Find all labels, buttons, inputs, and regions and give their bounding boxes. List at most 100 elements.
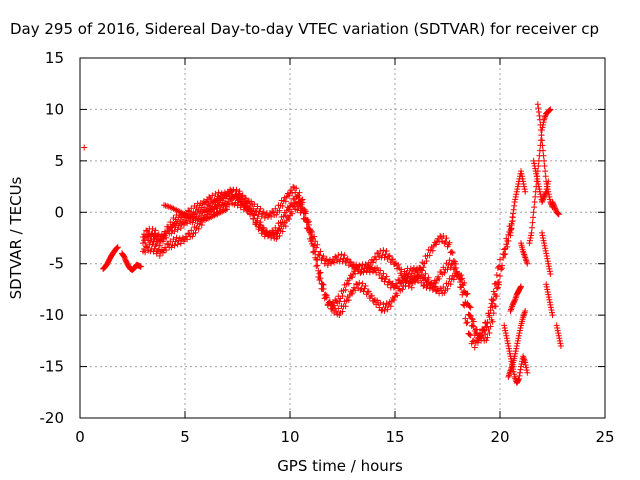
data-point bbox=[282, 223, 289, 230]
data-point bbox=[177, 225, 184, 232]
data-point bbox=[279, 228, 286, 235]
data-point bbox=[548, 307, 555, 313]
data-point bbox=[515, 332, 522, 339]
data-point bbox=[314, 256, 321, 263]
data-point bbox=[466, 312, 473, 319]
data-point bbox=[426, 252, 433, 259]
data-point bbox=[531, 163, 538, 169]
data-point bbox=[494, 284, 501, 291]
data-point bbox=[440, 283, 447, 290]
series-s3 bbox=[119, 250, 144, 273]
data-point bbox=[545, 263, 552, 270]
data-point bbox=[335, 305, 342, 312]
data-point bbox=[490, 310, 497, 317]
data-point bbox=[537, 127, 544, 133]
data-point bbox=[390, 284, 397, 291]
data-point bbox=[535, 105, 542, 112]
data-point bbox=[501, 251, 508, 258]
data-point bbox=[520, 178, 527, 185]
data-point bbox=[546, 268, 553, 275]
data-point bbox=[339, 258, 346, 265]
data-point bbox=[258, 213, 265, 220]
data-point bbox=[121, 254, 128, 261]
data-point bbox=[456, 272, 463, 279]
data-point bbox=[308, 238, 314, 245]
data-point bbox=[299, 199, 306, 206]
data-point bbox=[257, 205, 264, 212]
data-point bbox=[385, 279, 392, 286]
data-point bbox=[343, 257, 350, 264]
data-point bbox=[290, 183, 297, 190]
data-point bbox=[535, 157, 542, 164]
data-point bbox=[233, 188, 240, 195]
data-point bbox=[350, 262, 356, 269]
data-point bbox=[351, 284, 358, 291]
data-point bbox=[534, 178, 541, 185]
data-point bbox=[317, 275, 324, 282]
data-point bbox=[482, 331, 489, 338]
data-point bbox=[513, 191, 520, 198]
data-point bbox=[242, 200, 249, 207]
data-point bbox=[522, 359, 529, 366]
data-point bbox=[149, 241, 156, 248]
data-point bbox=[321, 260, 328, 267]
data-point bbox=[515, 375, 522, 382]
data-point bbox=[192, 229, 199, 236]
data-point bbox=[554, 210, 561, 217]
data-point bbox=[535, 181, 542, 187]
data-point bbox=[441, 289, 448, 296]
data-point bbox=[114, 244, 121, 251]
data-point bbox=[344, 256, 351, 263]
data-point bbox=[462, 315, 469, 322]
data-point bbox=[347, 258, 354, 265]
data-point bbox=[546, 196, 553, 203]
data-point bbox=[546, 299, 553, 306]
data-point bbox=[348, 290, 355, 297]
data-point bbox=[540, 119, 547, 126]
data-point bbox=[142, 249, 149, 256]
data-point bbox=[448, 261, 455, 268]
data-point bbox=[165, 241, 172, 248]
data-point bbox=[189, 233, 196, 240]
data-point bbox=[163, 230, 170, 237]
data-point bbox=[544, 255, 551, 262]
data-point bbox=[489, 297, 496, 304]
data-point bbox=[512, 193, 519, 200]
data-point bbox=[272, 205, 279, 212]
data-point bbox=[408, 284, 415, 291]
data-point bbox=[342, 303, 349, 310]
data-point bbox=[540, 235, 547, 241]
series-s11 bbox=[507, 168, 529, 236]
data-point bbox=[152, 242, 159, 249]
data-point bbox=[293, 193, 300, 200]
data-point bbox=[547, 301, 554, 308]
data-point bbox=[387, 303, 394, 310]
data-point bbox=[514, 183, 521, 190]
data-point bbox=[473, 329, 480, 336]
data-point bbox=[238, 196, 245, 203]
data-point bbox=[486, 330, 493, 337]
data-point bbox=[511, 199, 518, 205]
data-point bbox=[364, 289, 371, 295]
data-point bbox=[543, 283, 550, 290]
data-point bbox=[509, 214, 516, 221]
data-point bbox=[420, 264, 427, 271]
data-point bbox=[269, 208, 276, 215]
data-point bbox=[557, 343, 564, 349]
data-point bbox=[377, 299, 384, 306]
data-point bbox=[508, 304, 515, 311]
data-point bbox=[493, 272, 500, 279]
data-point bbox=[545, 291, 552, 298]
data-point bbox=[345, 297, 352, 304]
data-point bbox=[521, 183, 528, 190]
data-point bbox=[542, 245, 549, 252]
data-point bbox=[543, 281, 550, 288]
data-point bbox=[395, 261, 402, 268]
data-point bbox=[188, 205, 195, 212]
series-s10 bbox=[507, 283, 524, 315]
data-point bbox=[531, 160, 538, 167]
data-point bbox=[206, 193, 213, 200]
data-point bbox=[163, 247, 170, 254]
data-point bbox=[296, 194, 303, 201]
data-point bbox=[198, 222, 205, 229]
